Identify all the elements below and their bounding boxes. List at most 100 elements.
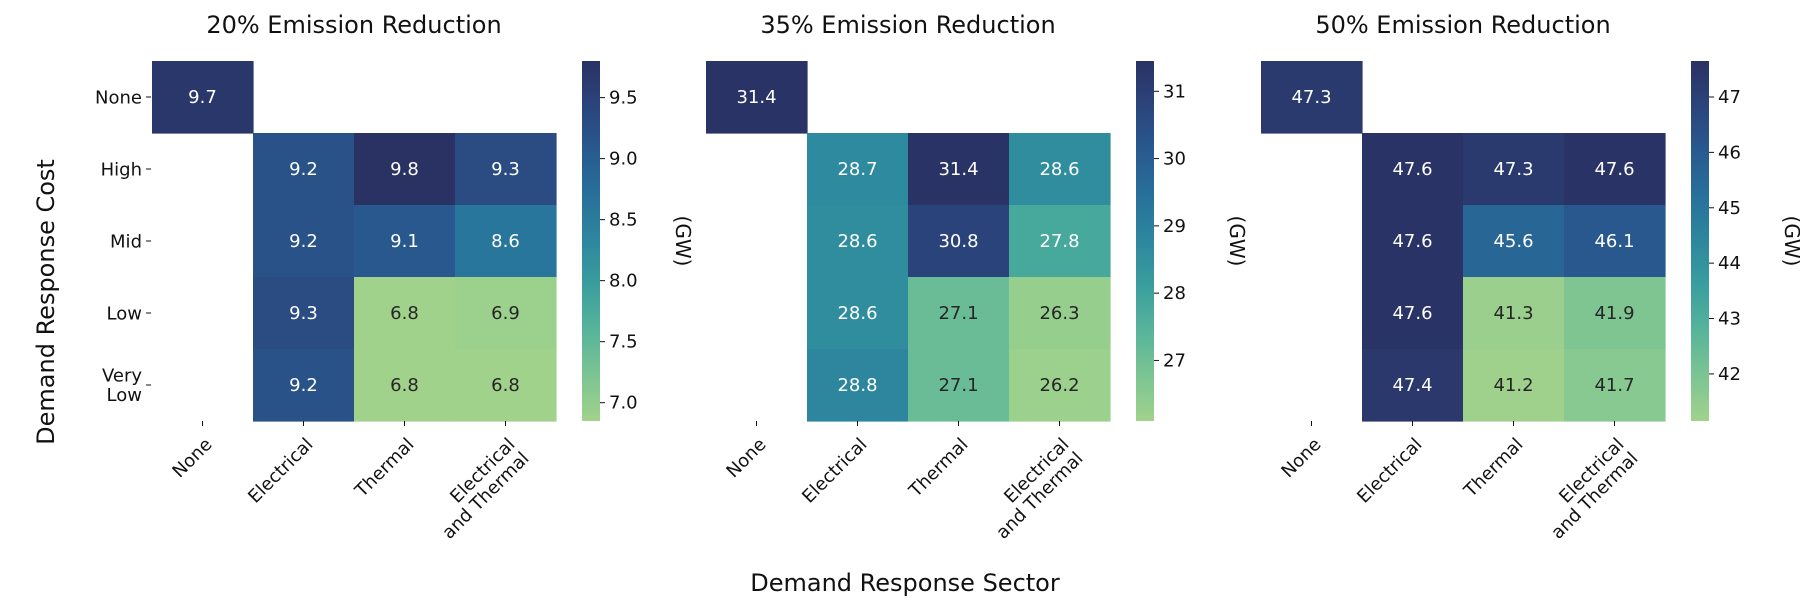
cell-value-label: 9.1 (390, 231, 419, 252)
heatmap-cell (1362, 277, 1464, 350)
colorbar-tick-label: 9.0 (609, 149, 638, 170)
heatmap-cell (1463, 205, 1565, 278)
x-tick-label: Electricaland Thermal (978, 434, 1087, 543)
cell-value-label: 47.6 (1594, 159, 1634, 180)
colorbar-tick-label: 28 (1163, 283, 1186, 304)
x-tick-label-line: Electrical (798, 434, 871, 507)
panel-title: 35% Emission Reduction (760, 11, 1055, 39)
cell-value-label: 31.4 (938, 159, 978, 180)
heatmap-cell (908, 133, 1010, 206)
heatmap-cell (455, 205, 557, 278)
colorbar-tick-label: 8.0 (609, 271, 638, 292)
cell-value-label: 9.8 (390, 159, 419, 180)
x-tick-label: Electrical (798, 434, 871, 507)
x-tick-label: None (168, 434, 216, 482)
cell-value-label: 47.3 (1291, 87, 1331, 108)
cell-value-label: 6.8 (390, 375, 419, 396)
x-tick-label: Thermal (1460, 434, 1528, 502)
cell-value-label: 41.7 (1594, 375, 1634, 396)
colorbar-tick-label: 44 (1718, 253, 1741, 274)
x-tick-label-line: Electrical (1353, 434, 1426, 507)
cell-value-label: 9.7 (188, 87, 217, 108)
y-tick-label: None (95, 87, 142, 108)
cell-value-label: 47.6 (1392, 159, 1432, 180)
heatmap-cell (1463, 277, 1565, 350)
cell-value-label: 28.6 (837, 231, 877, 252)
heatmap-cell (354, 277, 456, 350)
colorbar-tick-label: 42 (1718, 364, 1741, 385)
heatmap-cell (1362, 349, 1464, 422)
x-tick-label-line: None (168, 434, 216, 482)
x-tick-label-line: Electrical (244, 434, 317, 507)
heatmap-cell (908, 205, 1010, 278)
heatmap-cell (1564, 133, 1666, 206)
cell-value-label: 9.3 (491, 159, 520, 180)
heatmap-cell (253, 133, 355, 206)
cell-value-label: 41.2 (1493, 375, 1533, 396)
heatmap-cell (1362, 133, 1464, 206)
heatmap-cell (455, 277, 557, 350)
heatmap-cell (354, 133, 456, 206)
x-tick-label-line: Thermal (351, 434, 419, 502)
heatmap-cell (253, 349, 355, 422)
heatmap-cell (1009, 277, 1111, 350)
heatmap-cell (253, 277, 355, 350)
x-tick-label-line: None (722, 434, 770, 482)
y-tick-label-line: Low (107, 303, 142, 324)
cell-value-label: 47.6 (1392, 231, 1432, 252)
colorbar-tick-label: 29 (1163, 216, 1186, 237)
heatmap-cell (1564, 205, 1666, 278)
panel-title: 50% Emission Reduction (1315, 11, 1610, 39)
y-tick-label: Low (107, 303, 142, 324)
y-tick-label-line: Very (102, 365, 142, 386)
x-tick-label: Thermal (351, 434, 419, 502)
cell-value-label: 46.1 (1594, 231, 1634, 252)
cell-value-label: 47.3 (1493, 159, 1533, 180)
cell-value-label: 27.1 (938, 375, 978, 396)
x-tick-label: Electrical (244, 434, 317, 507)
colorbar-label: (GW) (1780, 216, 1800, 267)
y-tick-label: High (101, 159, 142, 180)
cell-value-label: 28.7 (837, 159, 877, 180)
cell-value-label: 9.2 (289, 231, 318, 252)
heatmap-cell (1564, 349, 1666, 422)
colorbar-tick-label: 8.5 (609, 210, 638, 231)
heatmap-cell (706, 61, 808, 134)
y-tick-label-line: None (95, 87, 142, 108)
heatmap-cell (908, 349, 1010, 422)
colorbar-tick-label: 9.5 (609, 88, 638, 109)
y-tick-label-line: Low (107, 385, 142, 406)
colorbar (1691, 61, 1709, 421)
cell-value-label: 9.2 (289, 375, 318, 396)
x-axis-label: Demand Response Sector (750, 569, 1060, 597)
colorbar-tick-label: 7.5 (609, 332, 638, 353)
heatmap-cell (1564, 277, 1666, 350)
cell-value-label: 26.3 (1039, 303, 1079, 324)
panel-title: 20% Emission Reduction (206, 11, 501, 39)
cell-value-label: 28.8 (837, 375, 877, 396)
cell-value-label: 26.2 (1039, 375, 1079, 396)
heatmap-cell (1009, 133, 1111, 206)
heatmap-cell (1463, 349, 1565, 422)
heatmap-cell (1009, 205, 1111, 278)
colorbar-label: (GW) (1225, 216, 1249, 267)
cell-value-label: 41.9 (1594, 303, 1634, 324)
cell-value-label: 30.8 (938, 231, 978, 252)
cell-value-label: 9.2 (289, 159, 318, 180)
heatmap-cell (807, 277, 909, 350)
heatmap-cell (807, 349, 909, 422)
y-tick-label: Mid (110, 231, 142, 252)
heatmap-cell (455, 349, 557, 422)
cell-value-label: 45.6 (1493, 231, 1533, 252)
heatmap-panel-1: 20% Emission Reduction 9.7 9.2 9.8 9.3 9.2 9.1… (95, 11, 695, 543)
cell-value-label: 6.8 (390, 303, 419, 324)
cell-value-label: 9.3 (289, 303, 318, 324)
heatmap-cell (908, 277, 1010, 350)
cell-value-label: 28.6 (1039, 159, 1079, 180)
colorbar-label: (GW) (671, 216, 695, 267)
x-tick-label: Electrical (1353, 434, 1426, 507)
cell-value-label: 47.6 (1392, 303, 1432, 324)
colorbar-tick-label: 46 (1718, 142, 1741, 163)
x-tick-label: None (1277, 434, 1325, 482)
